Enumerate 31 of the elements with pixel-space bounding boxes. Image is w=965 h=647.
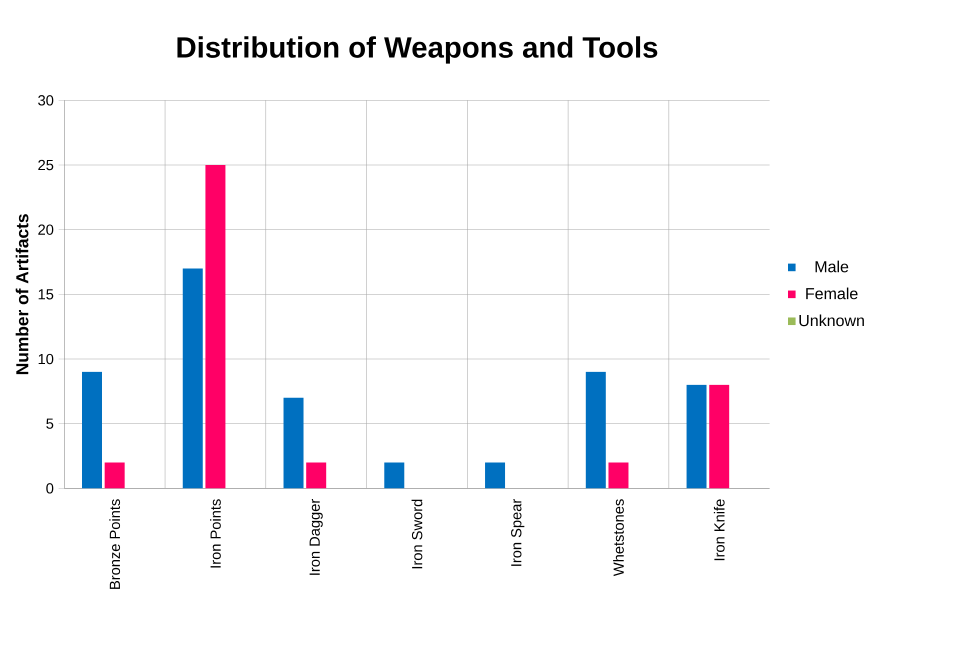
bar [284, 398, 304, 488]
y-tick-label: 25 [38, 160, 54, 170]
chart-title: Distribution of Weapons and Tools [177, 36, 658, 64]
bar [686, 384, 707, 488]
y-tick-label: 10 [38, 354, 54, 364]
bar [182, 268, 203, 488]
bar [306, 462, 326, 488]
bar [104, 462, 125, 488]
legend-label: Male [816, 260, 848, 272]
x-tick-label: Iron Spear [511, 499, 524, 566]
y-tick-label: 0 [46, 483, 54, 494]
x-tick-label: Iron Points [210, 499, 221, 568]
y-tick-label: 5 [46, 418, 54, 429]
legend-label: Female [806, 288, 858, 300]
bar [205, 165, 226, 488]
y-tick-label: 20 [38, 224, 54, 235]
y-tick-label: 30 [38, 95, 54, 106]
y-tick-label: 15 [38, 289, 54, 300]
bar [709, 384, 730, 488]
x-tick-label: Iron Dagger [310, 499, 323, 575]
bar [586, 372, 606, 488]
bar [485, 462, 506, 488]
legend-label: Unknown [799, 314, 864, 326]
bar [82, 372, 102, 488]
bar [608, 462, 628, 488]
x-tick-label: Whetstones [613, 499, 624, 576]
x-tick-label: Bronze Points [109, 499, 120, 589]
y-axis-title: Number of Artifacts [16, 214, 28, 374]
x-tick-label: Iron Knife [714, 499, 725, 560]
bar [384, 462, 404, 488]
x-tick-label: Iron Sword [412, 500, 422, 568]
